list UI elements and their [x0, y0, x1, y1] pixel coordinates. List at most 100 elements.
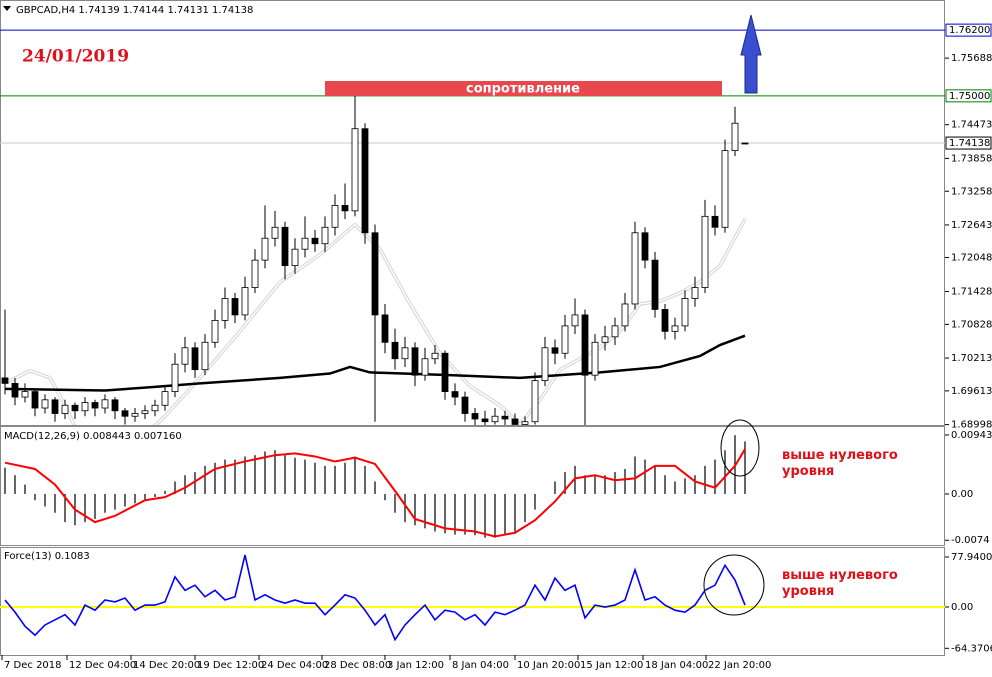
candle-body — [361, 128, 369, 234]
candle-body — [301, 237, 309, 250]
macd-note: выше нулевого уровня — [782, 448, 898, 479]
candle-body — [101, 399, 109, 409]
level-price-box — [945, 89, 992, 103]
candle-body — [281, 226, 289, 267]
highlight-circle — [720, 419, 760, 477]
resistance-label: сопротивление — [466, 82, 580, 97]
candle-body — [191, 347, 199, 371]
current-price-box — [945, 136, 992, 150]
up-arrow — [740, 14, 762, 94]
candle-body — [111, 399, 119, 412]
highlight-circle — [703, 554, 765, 616]
chart-title: GBPCAD,H4 1.74139 1.74144 1.74131 1.7413… — [16, 5, 253, 16]
candle-body — [181, 347, 189, 365]
candle-body — [521, 421, 529, 425]
candle-body — [241, 287, 249, 316]
candle-body — [481, 418, 489, 423]
force-line — [4, 554, 746, 642]
candle-body — [381, 314, 389, 343]
candle-body — [131, 413, 139, 417]
candle-body — [71, 404, 79, 412]
candle-body — [461, 396, 469, 414]
y-tick-label: 0.009435 — [951, 430, 992, 441]
candle-body — [211, 319, 219, 343]
y-tick-label: 1.70213 — [951, 353, 992, 364]
candle-body — [371, 232, 379, 316]
candle-body — [421, 358, 429, 376]
candle-body — [91, 402, 99, 409]
x-tick-label: 19 Dec 12:00 — [197, 660, 264, 671]
candle-body — [271, 226, 279, 239]
force-note: выше нулевого уровня — [782, 568, 898, 599]
candle-body — [341, 204, 349, 212]
candle-body — [731, 122, 739, 152]
y-tick-label: 1.72643 — [951, 220, 992, 231]
y-tick-label: -0.0074 — [951, 535, 990, 546]
signal-line — [4, 448, 746, 538]
candle-body — [201, 341, 209, 371]
resistance-zone — [325, 81, 722, 96]
candle-body — [551, 347, 559, 354]
y-tick-label: 0.00 — [951, 602, 973, 613]
y-tick-label: 1.75688 — [951, 53, 992, 64]
candle-body — [471, 413, 479, 420]
y-tick-label: 77.9400 — [951, 552, 992, 563]
candle-body — [501, 415, 509, 420]
candle-body — [51, 399, 59, 414]
current-price-label: 1.74138 — [949, 138, 990, 149]
candle-body — [591, 341, 599, 376]
candle-body — [651, 259, 659, 310]
main-panel — [0, 0, 945, 426]
moving-average — [4, 218, 746, 425]
candle-body — [391, 341, 399, 360]
candle-body — [741, 142, 749, 145]
y-tick-label: 1.69613 — [951, 386, 992, 397]
candle-body — [441, 352, 449, 392]
candle-body — [511, 418, 519, 425]
x-tick-label: 10 Jan 20:00 — [517, 660, 580, 671]
candle-body — [331, 204, 339, 228]
candle-body — [61, 404, 69, 414]
y-tick-label: 1.73258 — [951, 186, 992, 197]
candle-body — [631, 232, 639, 305]
candle-body — [711, 215, 719, 228]
candle-body — [671, 325, 679, 332]
x-tick-label: 15 Jan 12:00 — [580, 660, 643, 671]
force-title: Force(13) 0.1083 — [4, 551, 90, 562]
candle-body — [691, 287, 699, 299]
candle-body — [561, 325, 569, 354]
x-tick-label: 28 Dec 08:00 — [324, 660, 391, 671]
candle-body — [161, 391, 169, 406]
candle-body — [121, 410, 129, 417]
candle-body — [721, 150, 729, 228]
y-tick-label: 1.72048 — [951, 253, 992, 264]
y-tick-label: 1.71428 — [951, 286, 992, 297]
candle-body — [641, 232, 649, 261]
candle-body — [611, 325, 619, 338]
candle-body — [41, 399, 49, 409]
y-tick-label: 0.00 — [951, 489, 973, 500]
candle-body — [541, 347, 549, 382]
candle-body — [411, 347, 419, 376]
menu-triangle[interactable] — [3, 6, 11, 11]
x-tick-label: 22 Jan 20:00 — [708, 660, 771, 671]
candle-body — [231, 298, 239, 316]
candle-body — [311, 237, 319, 245]
candle-body — [221, 298, 229, 321]
x-tick-label: 7 Dec 2018 — [4, 660, 62, 671]
candle-body — [451, 391, 459, 398]
y-tick-label: 1.68998 — [951, 420, 992, 431]
candle-body — [661, 309, 669, 332]
candle-body — [141, 410, 149, 414]
candle-body — [151, 404, 159, 412]
candle-body — [431, 352, 439, 360]
date-annotation: 24/01/2019 — [22, 47, 129, 67]
y-tick-label: -64.3706 — [951, 643, 992, 654]
candle-body — [571, 314, 579, 327]
x-tick-label: 18 Jan 04:00 — [645, 660, 708, 671]
candle-body — [531, 380, 539, 423]
candle-body — [291, 248, 299, 267]
candle-body — [321, 226, 329, 245]
level-price-label: 1.76200 — [949, 25, 990, 36]
